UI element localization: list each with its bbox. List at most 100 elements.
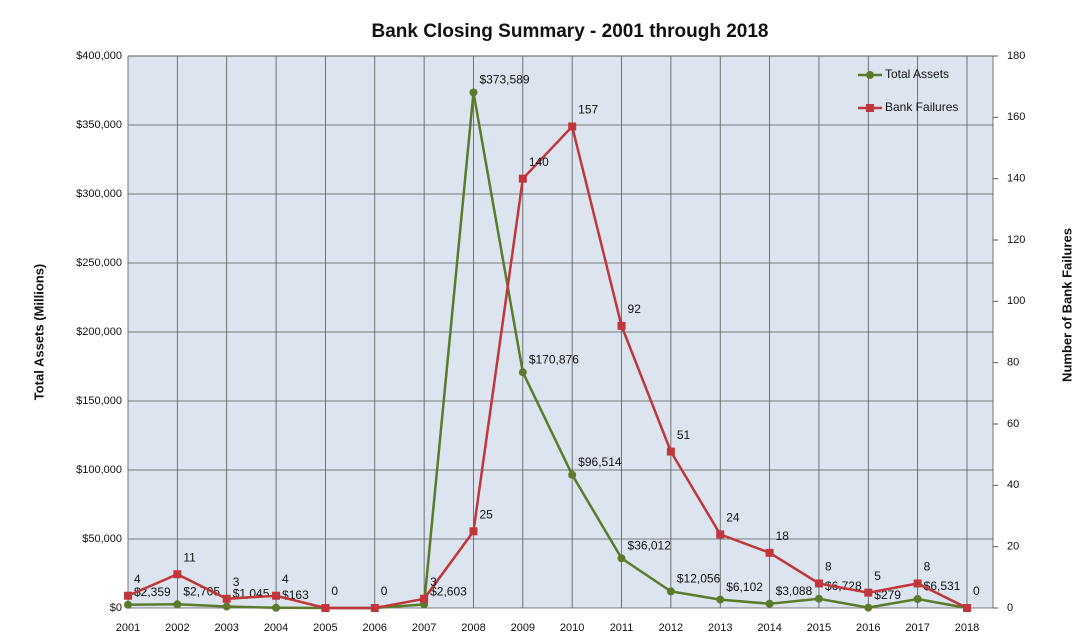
marker — [963, 604, 971, 612]
data-label: 3 — [430, 575, 437, 589]
y-tick-label: $250,000 — [76, 257, 122, 269]
series-line — [127, 92, 968, 610]
data-label: 157 — [578, 103, 598, 117]
y-tick-label: $0 — [110, 602, 122, 614]
data-label: $6,531 — [924, 579, 961, 593]
x-tick-label: 2018 — [955, 622, 979, 634]
x-tick-label: 2016 — [856, 622, 880, 634]
x-tick-label: 2009 — [511, 622, 535, 634]
x-tick-label: 2010 — [560, 622, 584, 634]
marker — [420, 594, 429, 603]
data-label: 4 — [282, 572, 289, 586]
x-tick-label: 2008 — [461, 622, 485, 634]
y2-tick-label: 20 — [1007, 541, 1019, 553]
marker — [765, 599, 774, 608]
x-tick-label: 2014 — [757, 622, 781, 634]
marker — [272, 603, 281, 612]
marker — [173, 600, 182, 609]
y2-axis-title: Number of Bank Failures — [1059, 228, 1074, 382]
data-label: 0 — [381, 584, 388, 598]
x-tick-label: 2007 — [412, 622, 436, 634]
series-line — [127, 124, 968, 610]
legend-label: Total Assets — [885, 67, 949, 81]
data-label: 140 — [529, 155, 549, 169]
marker — [124, 591, 132, 600]
y2-tick-label: 60 — [1007, 418, 1019, 430]
marker — [124, 600, 132, 609]
data-label: 51 — [677, 428, 691, 442]
x-tick-label: 2013 — [708, 622, 732, 634]
data-label: $12,056 — [677, 572, 721, 586]
y2-tick-label: 180 — [1007, 50, 1025, 62]
marker — [222, 594, 231, 603]
data-label: 8 — [924, 560, 931, 574]
data-label: 4 — [134, 572, 141, 586]
marker — [469, 88, 478, 97]
marker — [814, 594, 823, 603]
data-label: 0 — [973, 584, 980, 598]
data-label: $2,603 — [430, 585, 467, 599]
data-label: $36,012 — [628, 538, 672, 552]
data-label: 92 — [628, 302, 642, 316]
marker — [617, 321, 626, 330]
x-tick-label: 2001 — [116, 622, 140, 634]
marker — [173, 570, 182, 579]
marker — [518, 368, 527, 377]
data-label: 8 — [825, 560, 832, 574]
data-label: 0 — [331, 584, 338, 598]
marker — [864, 603, 873, 612]
legend-label: Bank Failures — [885, 100, 958, 114]
y2-tick-label: 100 — [1007, 295, 1025, 307]
data-label: 3 — [233, 575, 240, 589]
marker — [864, 588, 873, 597]
marker — [666, 587, 675, 596]
data-label: 24 — [726, 511, 740, 525]
data-label: 11 — [183, 550, 196, 564]
y-axis-title: Total Assets (Millions) — [31, 264, 46, 401]
y-tick-label: $50,000 — [82, 533, 122, 545]
marker — [370, 604, 379, 612]
y2-tick-label: 0 — [1007, 602, 1013, 614]
x-tick-label: 2005 — [313, 622, 337, 634]
y-tick-label: $400,000 — [76, 50, 122, 62]
y-tick-label: $100,000 — [76, 464, 122, 476]
data-label: 18 — [776, 529, 790, 543]
marker — [272, 591, 281, 600]
marker — [321, 604, 330, 612]
data-label: 25 — [479, 508, 493, 522]
legend-marker — [866, 71, 874, 79]
marker — [716, 595, 725, 604]
y2-tick-label: 80 — [1007, 357, 1019, 369]
x-tick-label: 2011 — [610, 622, 634, 634]
marker — [666, 447, 675, 456]
x-tick-label: 2004 — [264, 622, 288, 634]
data-label: $6,102 — [726, 580, 763, 594]
data-label: $373,589 — [479, 73, 529, 87]
marker — [765, 548, 774, 557]
data-label: $3,088 — [776, 584, 813, 598]
marker — [913, 594, 922, 603]
data-label: $96,514 — [578, 455, 622, 469]
y2-tick-label: 160 — [1007, 111, 1025, 123]
y-tick-label: $200,000 — [76, 326, 122, 338]
y2-tick-label: 140 — [1007, 173, 1025, 185]
x-tick-label: 2003 — [214, 622, 238, 634]
chart-title: Bank Closing Summary - 2001 through 2018 — [371, 21, 768, 42]
marker — [814, 579, 823, 588]
data-label: $170,876 — [529, 352, 579, 366]
y-tick-label: $150,000 — [76, 395, 122, 407]
data-label: 5 — [874, 569, 881, 583]
x-tick-label: 2012 — [659, 622, 683, 634]
x-tick-label: 2002 — [165, 622, 189, 634]
data-label: $2,705 — [183, 584, 220, 598]
marker — [617, 554, 626, 563]
marker — [469, 527, 478, 536]
marker — [568, 470, 577, 479]
x-tick-label: 2006 — [363, 622, 387, 634]
marker — [716, 530, 725, 539]
y2-tick-label: 40 — [1007, 479, 1019, 491]
x-tick-label: 2017 — [905, 622, 929, 634]
marker — [518, 174, 527, 183]
marker — [568, 122, 577, 131]
